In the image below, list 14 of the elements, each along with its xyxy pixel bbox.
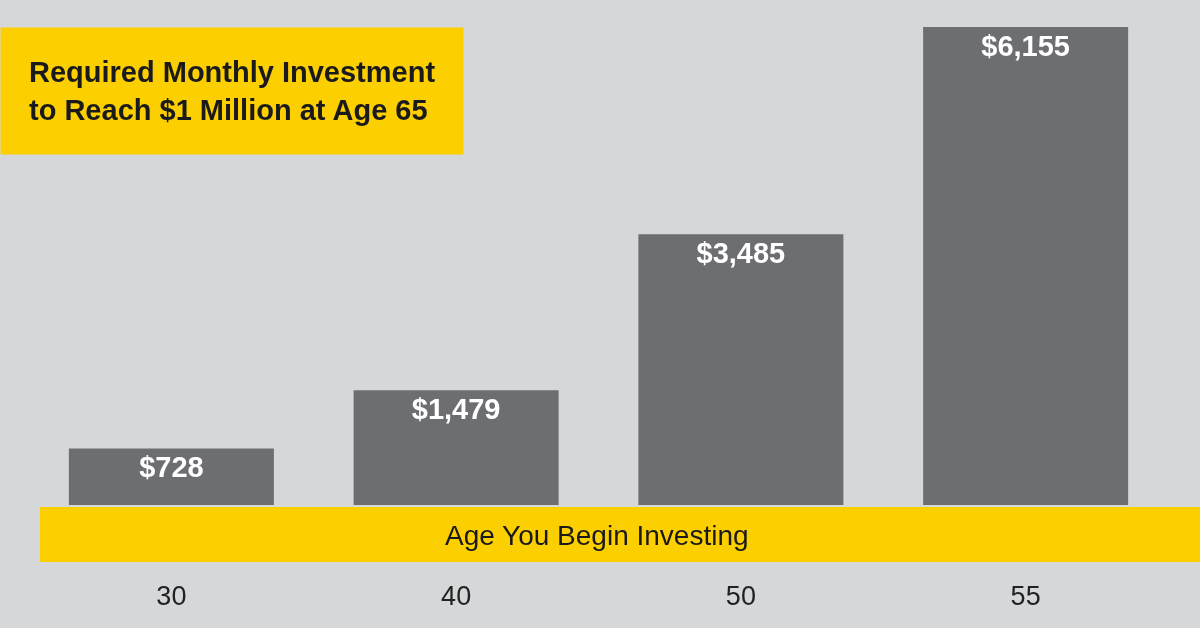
bar — [638, 234, 844, 505]
x-tick-label: 50 — [725, 581, 756, 611]
data-label: $3,485 — [696, 237, 786, 270]
bar — [923, 27, 1129, 505]
x-tick-label: 30 — [156, 581, 187, 611]
x-tick-label: 40 — [441, 581, 472, 611]
data-label: $6,155 — [981, 30, 1070, 62]
x-axis-title: Age You Begin Investing — [445, 520, 749, 551]
x-tick-label: 55 — [1010, 581, 1041, 611]
bar — [353, 390, 559, 505]
text: Required Monthly Investment to Reach $1 Million at Age 65 — [29, 56, 436, 126]
data-label: $728 — [139, 451, 204, 484]
bar — [68, 448, 274, 505]
data-label: $1,479 — [411, 393, 501, 426]
